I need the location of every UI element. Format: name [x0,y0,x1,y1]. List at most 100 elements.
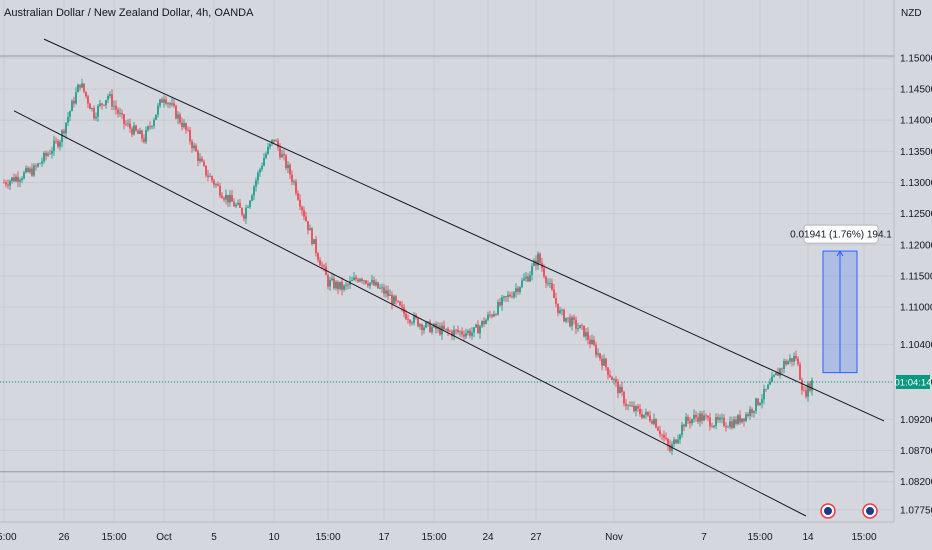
y-tick-label: 1.12500 [900,209,932,220]
candle-body [179,114,181,123]
candle-body [235,204,237,207]
price-badge-bg [896,374,930,389]
candle-body [627,405,629,407]
candle-body [107,95,109,101]
candle-body [337,282,339,289]
candle-body [739,415,741,423]
candle-body [345,284,347,286]
candle-body [285,155,287,169]
candle-body [761,399,763,404]
candle-body [741,418,743,423]
candle-body [731,421,733,428]
candle-body [717,417,719,420]
candle-body [653,419,655,424]
candle-body [503,296,505,298]
candle-body [517,288,519,292]
candle-body [109,94,111,96]
candle-body [273,139,275,142]
x-tick-label: 10 [268,532,280,543]
candle-body [621,386,623,393]
candle-body [89,103,91,110]
candle-body [33,165,35,176]
candle-body [531,265,533,275]
candle-body [669,444,671,451]
candle-body [773,375,775,377]
candle-body [777,372,779,376]
candle-body [329,280,331,287]
candle-body [301,206,303,211]
candle-body [443,325,445,330]
candle-body [487,314,489,320]
candle-body [255,180,257,187]
candle-body [581,325,583,326]
measure-label-box [803,224,879,244]
candle-body [709,417,711,427]
x-tick-label: 15:00 [0,532,17,543]
candle-body [769,382,771,385]
candle-body [317,253,319,260]
candle-body [649,415,651,422]
candle-body [327,275,329,287]
candle-body [617,381,619,394]
price-badge-text: 01:04:14 [895,377,932,388]
candle-body [783,360,785,369]
candle-body [735,419,737,424]
trendline-upper[interactable] [43,38,885,422]
candle-body [547,283,549,284]
candle-body [121,113,123,115]
candle-body [667,439,669,445]
trendline-lower[interactable] [13,110,807,517]
candle-body [567,317,569,319]
candle-body [213,180,215,185]
candle-body [161,99,163,103]
candle-body [643,414,645,418]
candle-body [133,125,135,135]
candle-body [511,296,513,298]
candle-body [209,176,211,178]
price-axis[interactable]: NZD 1.15000 1.14500 1.14000 1.13500 1.13000 1.… [893,0,932,550]
candle-body [313,239,315,245]
measure-tool[interactable]: 0.01941 (1.76%) 194.1 [790,224,892,374]
candle-body [477,324,479,334]
candle-body [637,406,639,409]
candles-group [3,78,813,455]
candle-body [489,314,491,316]
candle-body [203,161,205,166]
candle-body [335,282,337,289]
candle-body [455,329,457,331]
candle-body [615,379,617,382]
candle-body [31,168,33,176]
candle-body [645,411,647,415]
candle-body [185,123,187,130]
candle-body [19,180,21,182]
candle-body [691,419,693,424]
candle-body [259,169,261,173]
candle-body [577,328,579,330]
candle-body [131,128,133,135]
candle-body [23,172,25,179]
candle-body [295,181,297,194]
candle-body [583,325,585,337]
candle-body [521,280,523,288]
candle-body [231,195,233,202]
candle-body [481,320,483,327]
candle-body [199,158,201,161]
candle-body [193,145,195,149]
x-tick-label: Nov [605,532,623,543]
candle-body [371,280,373,283]
candle-body [307,221,309,231]
trendlines-group[interactable] [13,38,885,517]
candle-body [151,126,153,127]
candle-body [355,277,357,280]
candle-body [457,329,459,333]
candle-body [399,301,401,306]
candle-body [181,122,183,128]
candle-body [365,280,367,284]
candle-body [605,358,607,368]
candle-body [451,331,453,337]
candle-body [111,94,113,107]
candle-body [281,154,283,158]
time-axis[interactable]: 15:00 26 15:00 Oct 5 10 15:00 17 15:00 24 27 Nov 7 15… [0,521,894,543]
candle-body [409,320,411,323]
